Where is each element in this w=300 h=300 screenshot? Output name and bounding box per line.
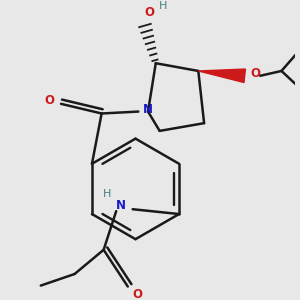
Text: N: N [116,199,126,212]
Polygon shape [198,69,245,82]
Text: O: O [144,6,154,20]
Text: O: O [250,68,260,80]
Text: N: N [143,103,153,116]
Text: H: H [103,189,112,199]
Text: H: H [159,1,168,11]
Text: O: O [44,94,54,107]
Text: O: O [133,288,142,300]
